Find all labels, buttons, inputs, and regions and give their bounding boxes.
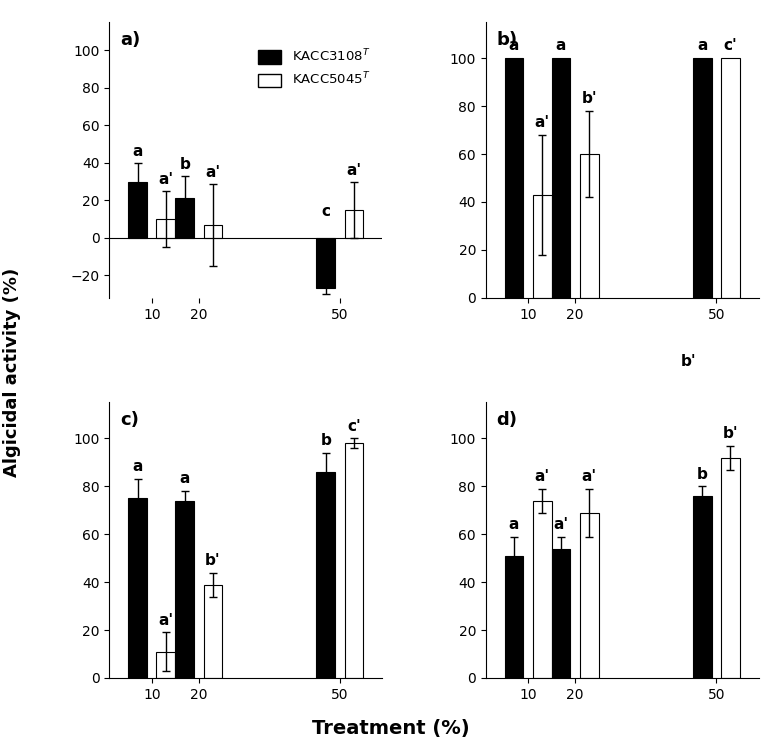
Text: a': a' xyxy=(206,165,221,180)
Text: a': a' xyxy=(158,172,174,187)
Text: c): c) xyxy=(120,410,139,429)
Text: b': b' xyxy=(205,553,221,568)
Text: a': a' xyxy=(535,115,550,130)
Bar xyxy=(317,472,335,678)
Text: b': b' xyxy=(680,354,696,369)
Bar xyxy=(203,585,222,678)
Text: a: a xyxy=(556,39,566,54)
Bar xyxy=(580,154,599,298)
Bar xyxy=(156,652,175,678)
Bar xyxy=(175,198,194,238)
Bar xyxy=(551,58,570,298)
Bar xyxy=(504,58,523,298)
Text: a: a xyxy=(132,144,143,159)
Text: Algicidal activity (%): Algicidal activity (%) xyxy=(2,268,21,477)
Text: a: a xyxy=(132,460,143,475)
Text: a': a' xyxy=(535,469,550,484)
Text: d): d) xyxy=(497,410,518,429)
Text: a': a' xyxy=(346,163,361,178)
Text: c: c xyxy=(321,204,330,219)
Text: a): a) xyxy=(120,31,141,48)
Bar xyxy=(175,501,194,678)
Bar xyxy=(345,210,364,238)
Text: a: a xyxy=(509,39,519,54)
Text: a: a xyxy=(697,39,707,54)
Bar xyxy=(504,556,523,678)
Bar xyxy=(156,219,175,238)
Text: b: b xyxy=(697,466,708,481)
Text: a': a' xyxy=(554,517,569,532)
Bar xyxy=(533,501,551,678)
Bar xyxy=(580,513,599,678)
Text: a': a' xyxy=(158,612,174,627)
Text: b: b xyxy=(179,157,190,172)
Bar xyxy=(317,238,335,288)
Text: a: a xyxy=(180,472,190,486)
Text: b': b' xyxy=(582,91,597,107)
Legend: KACC3108$^{T}$, KACC5045$^{T}$: KACC3108$^{T}$, KACC5045$^{T}$ xyxy=(253,42,375,93)
Bar xyxy=(128,182,147,238)
Text: b': b' xyxy=(723,426,738,441)
Text: a: a xyxy=(509,517,519,532)
Bar xyxy=(533,194,551,298)
Text: c': c' xyxy=(347,419,361,434)
Bar xyxy=(721,58,740,298)
Bar xyxy=(693,496,712,678)
Text: b: b xyxy=(321,433,332,448)
Text: a': a' xyxy=(582,469,597,484)
Text: b): b) xyxy=(497,31,518,48)
Text: Treatment (%): Treatment (%) xyxy=(312,718,470,738)
Bar xyxy=(345,443,364,678)
Bar xyxy=(551,548,570,678)
Bar xyxy=(128,498,147,678)
Text: c': c' xyxy=(723,39,737,54)
Bar xyxy=(721,457,740,678)
Bar xyxy=(693,58,712,298)
Bar xyxy=(203,225,222,238)
